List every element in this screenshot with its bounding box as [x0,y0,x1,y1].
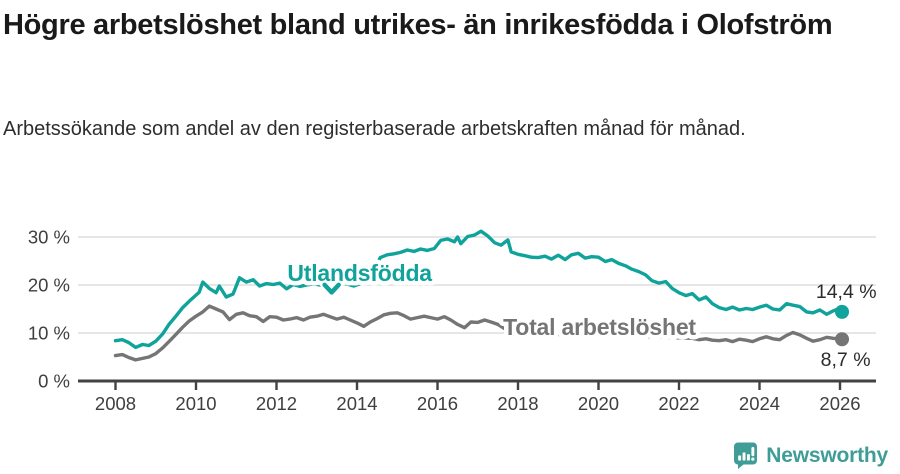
brand-footer[interactable]: Newsworthy [733,442,888,469]
page-title: Högre arbetslöshet bland utrikes- än inr… [3,9,833,41]
series-end-dot-total [835,332,850,347]
series-label-utlandsfodda: Utlandsfödda [287,260,432,286]
newsworthy-logo-icon [734,442,758,469]
y-axis-label: 20 % [28,275,70,296]
x-axis-label: 2010 [175,393,216,414]
series-line-total [113,304,844,362]
brand-name: Newsworthy [766,443,888,467]
y-axis-label: 0 % [38,371,70,392]
series-line-utlandsfodda [113,229,844,350]
x-axis-label: 2022 [658,393,699,414]
x-axis-label: 2020 [578,393,619,414]
page-subtitle: Arbetssökande som andel av den registerb… [3,118,746,140]
end-label-utlandsfodda: 14,4 % [816,281,877,303]
x-axis-label: 2008 [95,393,136,414]
y-axis-label: 10 % [28,323,70,344]
x-axis-label: 2012 [256,393,297,414]
x-axis-label: 2014 [336,393,377,414]
y-axis-label: 30 % [28,227,70,248]
end-label-total: 8,7 % [821,349,871,371]
series-label-arrow-icon [322,282,341,295]
x-axis-label: 2026 [819,393,860,414]
x-axis-label: 2016 [417,393,458,414]
series-end-dot-utlandsfodda [835,304,850,319]
series-label-total: Total arbetslöshet [503,314,696,340]
x-axis-label: 2018 [497,393,538,414]
x-axis-label: 2024 [739,393,780,414]
